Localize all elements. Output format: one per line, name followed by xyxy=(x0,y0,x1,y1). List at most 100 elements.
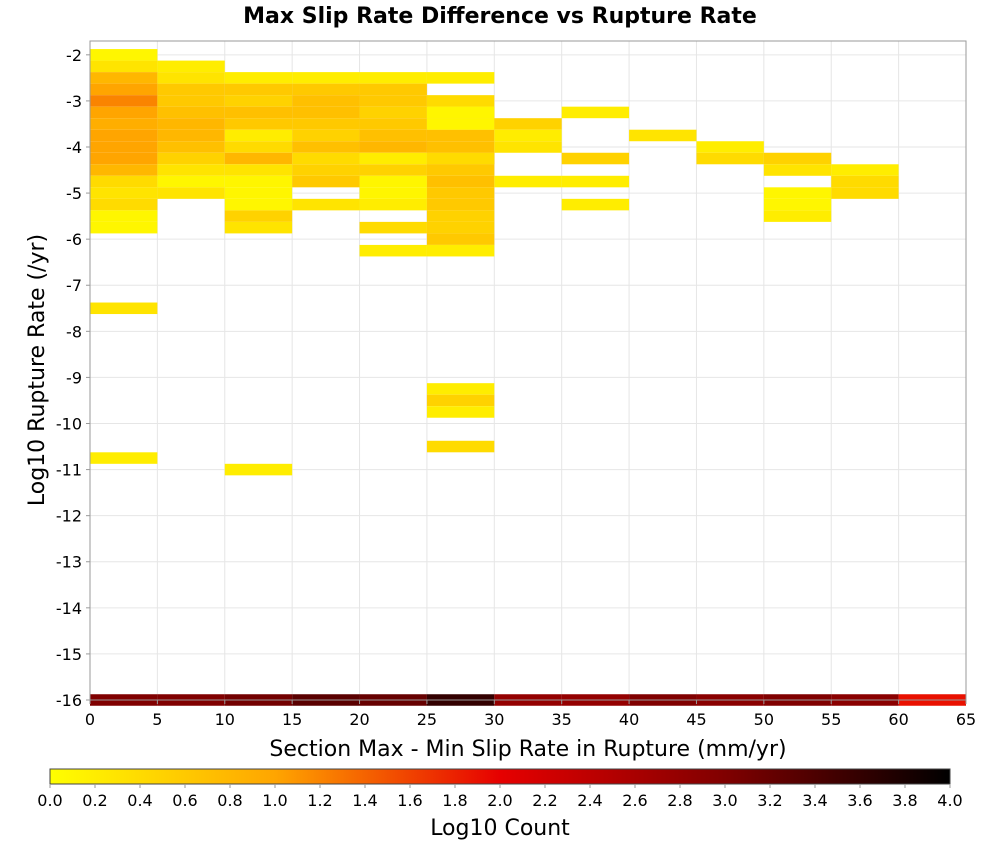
heatmap-cell xyxy=(157,129,225,142)
heatmap-cell xyxy=(426,244,495,257)
heatmap-cell xyxy=(292,83,360,96)
chart-title: Max Slip Rate Difference vs Rupture Rate xyxy=(243,4,757,29)
x-tick-label: 25 xyxy=(417,710,437,729)
heatmap-cell xyxy=(157,95,225,107)
heatmap-cell xyxy=(426,164,495,176)
heatmap-cell xyxy=(90,141,158,153)
colorbar-tick-label: 3.8 xyxy=(892,791,917,810)
colorbar-tick-label: 0.4 xyxy=(127,791,152,810)
y-tick-label: -10 xyxy=(56,414,82,433)
heatmap-cell xyxy=(426,175,495,188)
y-tick-label: -8 xyxy=(66,322,82,341)
colorbar-tick-label: 1.6 xyxy=(397,791,422,810)
y-tick-label: -12 xyxy=(56,507,82,526)
heatmap-cell xyxy=(359,95,427,107)
heatmap-cell xyxy=(561,152,630,165)
y-tick-label: -4 xyxy=(66,138,82,157)
heatmap-cell xyxy=(359,83,427,96)
heatmap-cell xyxy=(426,129,495,142)
heatmap-cell xyxy=(359,141,427,153)
x-tick-label: 55 xyxy=(821,710,841,729)
heatmap-cell xyxy=(90,152,158,165)
heatmap-cell xyxy=(157,141,225,153)
heatmap-cell xyxy=(494,141,562,153)
heatmap-cell xyxy=(426,233,495,245)
heatmap-cell xyxy=(494,118,562,130)
heatmap-cell xyxy=(426,141,495,153)
colorbar-tick-label: 0.8 xyxy=(217,791,242,810)
heatmap-cell xyxy=(426,95,495,107)
colorbar-ticks: 0.0 0.2 0.4 0.6 0.8 1.0 1.2 1.4 1.6 1.8 2.0 2.2 2.4 2… xyxy=(37,784,963,810)
heatmap-cell xyxy=(224,463,293,476)
heatmap-cell xyxy=(157,72,225,84)
colorbar-tick-label: 3.2 xyxy=(757,791,782,810)
y-tick-label: -6 xyxy=(66,230,82,249)
x-tick-label: 40 xyxy=(619,710,639,729)
heatmap-cell xyxy=(90,118,158,130)
heatmap-cell xyxy=(90,164,158,176)
x-tick-label: 60 xyxy=(888,710,908,729)
colorbar-tick-label: 1.4 xyxy=(352,791,377,810)
heatmap-cell xyxy=(561,198,630,211)
colorbar-tick-label: 3.4 xyxy=(802,791,827,810)
heatmap-cell xyxy=(494,129,562,142)
colorbar-label: Log10 Count xyxy=(430,816,570,841)
heatmap-cell xyxy=(426,210,495,222)
heatmap-cell xyxy=(224,95,293,107)
heatmap-cell xyxy=(359,118,427,130)
heatmap-cell xyxy=(157,118,225,130)
heatmap-cell xyxy=(426,383,495,395)
heatmap-cell xyxy=(292,72,360,84)
y-tick-label: -3 xyxy=(66,92,82,111)
colorbar-tick-label: 4.0 xyxy=(937,791,962,810)
y-tick-label: -16 xyxy=(56,691,82,710)
heatmap-cell xyxy=(426,406,495,418)
heatmap-cell xyxy=(426,198,495,211)
heatmap-cell xyxy=(224,175,293,188)
y-tick-label: -2 xyxy=(66,46,82,65)
heatmap-cell xyxy=(90,60,158,73)
colorbar xyxy=(49,768,951,785)
y-tick-label: -7 xyxy=(66,276,82,295)
heatmap-cell xyxy=(157,164,225,176)
heatmap-cell xyxy=(359,198,427,211)
heatmap-cell xyxy=(224,152,293,165)
heatmap-cell xyxy=(224,118,293,130)
heatmap-cell xyxy=(224,83,293,96)
x-tick-label: 0 xyxy=(85,710,95,729)
heatmap-cell xyxy=(157,175,225,188)
colorbar-tick-label: 1.8 xyxy=(442,791,467,810)
heatmap-cell xyxy=(90,221,158,234)
heatmap-cell xyxy=(224,198,293,211)
y-axis-label: Log10 Rupture Rate (/yr) xyxy=(25,234,50,506)
heatmap-cell xyxy=(763,210,832,222)
heatmap-cell xyxy=(224,164,293,176)
heatmap-cell xyxy=(359,152,427,165)
colorbar-tick-label: 2.8 xyxy=(667,791,692,810)
heatmap-cell xyxy=(157,106,225,119)
heatmap-cell xyxy=(224,187,293,199)
heatmap-cell xyxy=(224,210,293,222)
heatmap-cell xyxy=(224,141,293,153)
heatmap-cell xyxy=(292,152,360,165)
heatmap-cell xyxy=(426,394,495,407)
heatmap-cell xyxy=(292,95,360,107)
x-tick-label: 65 xyxy=(956,710,976,729)
heatmap-cell xyxy=(224,106,293,119)
heatmap-cell xyxy=(90,302,158,315)
colorbar-tick-label: 2.4 xyxy=(577,791,602,810)
colorbar-tick-label: 3.0 xyxy=(712,791,737,810)
x-tick-label: 30 xyxy=(484,710,504,729)
x-tick-label: 10 xyxy=(215,710,235,729)
heatmap-cell xyxy=(763,152,832,165)
heatmap-cell xyxy=(359,175,427,188)
heatmap-cell xyxy=(90,452,158,464)
heatmap-cell xyxy=(90,175,158,188)
heatmap-cell xyxy=(292,129,360,142)
heatmap-cell xyxy=(90,106,158,119)
heatmap-cell xyxy=(763,198,832,211)
y-axis-ticks: -2 -3 -4 -5 -6 -7 -8 -9 -10 -11 -12 -13 -14 -15 -16 xyxy=(56,46,90,710)
heatmap-cell xyxy=(426,106,495,119)
heatmap-cell xyxy=(90,210,158,222)
